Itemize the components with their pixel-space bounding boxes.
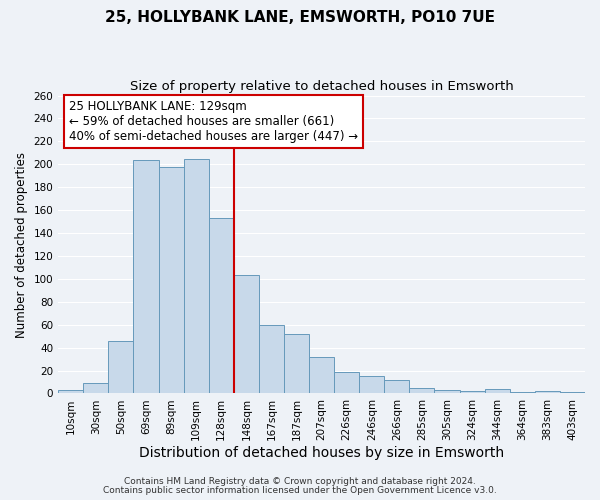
Bar: [560, 392, 585, 394]
Bar: [359, 376, 385, 394]
Bar: [510, 392, 535, 394]
Y-axis label: Number of detached properties: Number of detached properties: [15, 152, 28, 338]
Bar: [109, 341, 133, 394]
Text: Contains HM Land Registry data © Crown copyright and database right 2024.: Contains HM Land Registry data © Crown c…: [124, 477, 476, 486]
Bar: [385, 380, 409, 394]
X-axis label: Distribution of detached houses by size in Emsworth: Distribution of detached houses by size …: [139, 446, 504, 460]
Title: Size of property relative to detached houses in Emsworth: Size of property relative to detached ho…: [130, 80, 514, 93]
Bar: [234, 276, 259, 394]
Text: Contains public sector information licensed under the Open Government Licence v3: Contains public sector information licen…: [103, 486, 497, 495]
Bar: [334, 372, 359, 394]
Bar: [485, 389, 510, 394]
Bar: [133, 160, 158, 394]
Bar: [409, 388, 434, 394]
Bar: [460, 391, 485, 394]
Text: 25 HOLLYBANK LANE: 129sqm
← 59% of detached houses are smaller (661)
40% of semi: 25 HOLLYBANK LANE: 129sqm ← 59% of detac…: [69, 100, 358, 143]
Bar: [184, 158, 209, 394]
Bar: [83, 383, 109, 394]
Bar: [284, 334, 309, 394]
Bar: [309, 357, 334, 394]
Text: 25, HOLLYBANK LANE, EMSWORTH, PO10 7UE: 25, HOLLYBANK LANE, EMSWORTH, PO10 7UE: [105, 10, 495, 25]
Bar: [58, 390, 83, 394]
Bar: [259, 324, 284, 394]
Bar: [158, 166, 184, 394]
Bar: [535, 391, 560, 394]
Bar: [209, 218, 234, 394]
Bar: [434, 390, 460, 394]
